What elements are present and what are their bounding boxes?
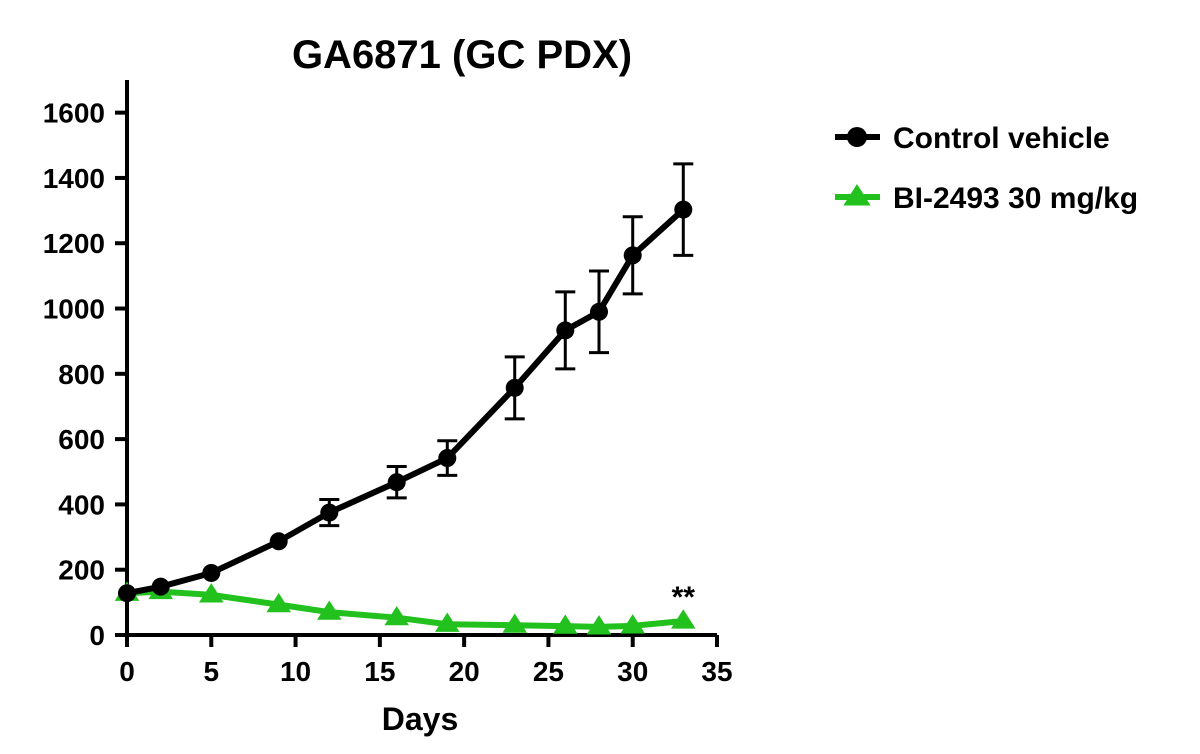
legend-label: BI-2493 30 mg/kg	[893, 182, 1138, 215]
legend-marker	[843, 184, 871, 206]
data-point	[266, 592, 291, 613]
data-point	[387, 473, 406, 492]
x-tick-label: 25	[533, 656, 564, 687]
y-tick-label: 1600	[43, 98, 105, 129]
x-tick-label: 10	[280, 656, 311, 687]
data-point	[620, 614, 645, 634]
data-point	[671, 609, 696, 629]
y-tick-label: 1000	[43, 294, 105, 325]
series-1	[118, 162, 694, 603]
legend-item: Control vehicle	[835, 122, 1110, 155]
data-point	[199, 583, 224, 603]
y-tick-label: 800	[58, 359, 105, 390]
legend-item: BI-2493 30 mg/kg	[835, 182, 1138, 215]
data-point	[623, 246, 642, 265]
series-2	[114, 579, 696, 635]
data-point	[553, 614, 578, 634]
series-line	[124, 206, 687, 597]
y-tick-label: 600	[58, 424, 105, 455]
data-point	[556, 321, 575, 340]
data-point	[202, 563, 221, 582]
legend-marker	[847, 127, 867, 147]
x-tick-label: 20	[449, 656, 480, 687]
data-point	[384, 605, 409, 626]
data-point	[317, 600, 342, 620]
chart-title: GA6871 (GC PDX)	[292, 33, 632, 77]
plot-area: **	[114, 162, 696, 635]
x-axis-label: Days	[382, 701, 459, 737]
data-point	[586, 615, 612, 635]
y-tick-label: 1200	[43, 228, 105, 259]
significance-annotation: **	[672, 581, 696, 614]
axes: 0 200 400 600 800 1000 1200 1400 1600 0 5 10 15 20 25 3…	[43, 80, 733, 687]
data-point	[320, 503, 339, 522]
data-point	[505, 378, 524, 397]
data-point	[590, 302, 608, 321]
legend: Control vehicle BI-2493 30 mg/kg	[835, 122, 1138, 215]
x-tick-label: 30	[617, 656, 648, 687]
x-tick-label: 0	[119, 656, 135, 687]
data-point	[118, 584, 136, 603]
data-point	[438, 449, 457, 468]
y-tick-label: 0	[89, 620, 105, 651]
y-tick-label: 200	[58, 555, 105, 586]
legend-label: Control vehicle	[893, 122, 1110, 155]
x-tick-label: 15	[364, 656, 395, 687]
data-point	[674, 200, 693, 219]
data-point	[269, 532, 288, 551]
x-tick-label: 35	[701, 656, 732, 687]
data-point	[151, 577, 170, 596]
data-point	[435, 612, 460, 632]
x-tick-label: 5	[203, 656, 219, 687]
y-tick-label: 1400	[43, 163, 105, 194]
y-tick-label: 400	[58, 489, 105, 520]
data-point	[502, 613, 527, 633]
